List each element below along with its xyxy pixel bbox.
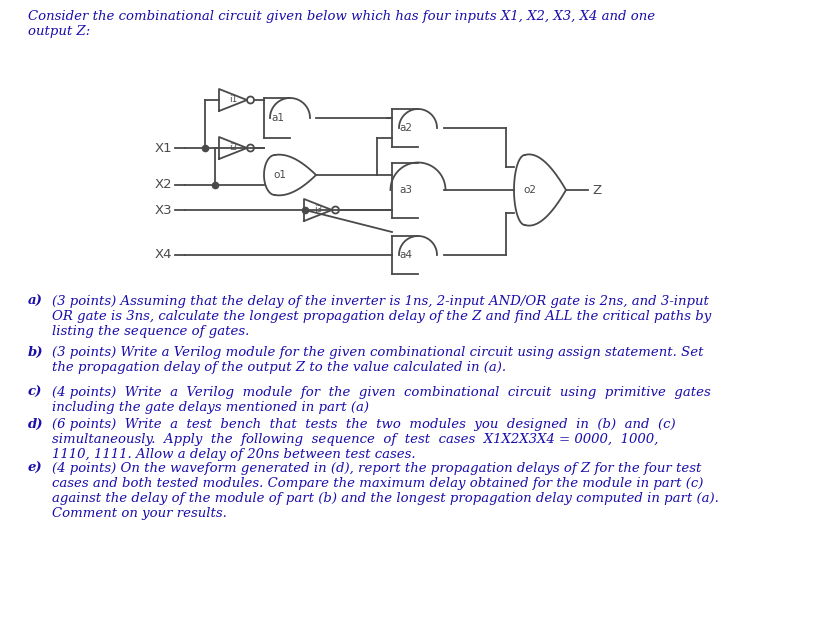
Text: b): b) — [28, 346, 44, 359]
Text: Consider the combinational circuit given below which has four inputs X1, X2, X3,: Consider the combinational circuit given… — [28, 10, 655, 23]
Text: c): c) — [28, 386, 42, 399]
Text: i1: i1 — [229, 95, 238, 105]
Text: output Z:: output Z: — [28, 25, 90, 38]
Text: i2: i2 — [229, 144, 237, 152]
Text: Comment on your results.: Comment on your results. — [52, 507, 227, 520]
Text: X1: X1 — [154, 142, 172, 154]
Text: including the gate delays mentioned in part (a): including the gate delays mentioned in p… — [52, 401, 369, 414]
Text: listing the sequence of gates.: listing the sequence of gates. — [52, 325, 249, 338]
Text: o1: o1 — [273, 170, 286, 180]
Text: (4 points)  Write  a  Verilog  module  for  the  given  combinational  circuit  : (4 points) Write a Verilog module for th… — [52, 386, 711, 399]
Text: cases and both tested modules. Compare the maximum delay obtained for the module: cases and both tested modules. Compare t… — [52, 477, 704, 490]
Text: a2: a2 — [399, 123, 412, 133]
Text: 1110, 1111. Allow a delay of 20ns between test cases.: 1110, 1111. Allow a delay of 20ns betwee… — [52, 448, 416, 461]
Text: e): e) — [28, 462, 43, 475]
Text: X3: X3 — [154, 203, 172, 217]
Text: (3 points) Write a Verilog module for the given combinational circuit using assi: (3 points) Write a Verilog module for th… — [52, 346, 704, 359]
Text: d): d) — [28, 418, 44, 431]
Text: X2: X2 — [154, 178, 172, 192]
Text: i3: i3 — [314, 206, 323, 215]
Text: (3 points) Assuming that the delay of the inverter is 1ns, 2-input AND/OR gate i: (3 points) Assuming that the delay of th… — [52, 295, 709, 308]
Text: against the delay of the module of part (b) and the longest propagation delay co: against the delay of the module of part … — [52, 492, 719, 505]
Text: (6 points)  Write  a  test  bench  that  tests  the  two  modules  you  designed: (6 points) Write a test bench that tests… — [52, 418, 676, 431]
Text: (4 points) On the waveform generated in (d), report the propagation delays of Z : (4 points) On the waveform generated in … — [52, 462, 701, 475]
Text: simultaneously.  Apply  the  following  sequence  of  test  cases  X1X2X3X4 = 00: simultaneously. Apply the following sequ… — [52, 433, 658, 446]
Text: the propagation delay of the output Z to the value calculated in (a).: the propagation delay of the output Z to… — [52, 361, 506, 374]
Text: a4: a4 — [399, 250, 412, 260]
Text: OR gate is 3ns, calculate the longest propagation delay of the Z and find ALL th: OR gate is 3ns, calculate the longest pr… — [52, 310, 711, 323]
Text: o2: o2 — [523, 185, 536, 195]
Text: a3: a3 — [399, 185, 412, 195]
Text: a): a) — [28, 295, 43, 308]
Text: a1: a1 — [271, 113, 285, 123]
Text: X4: X4 — [154, 248, 172, 262]
Text: Z: Z — [592, 184, 601, 196]
